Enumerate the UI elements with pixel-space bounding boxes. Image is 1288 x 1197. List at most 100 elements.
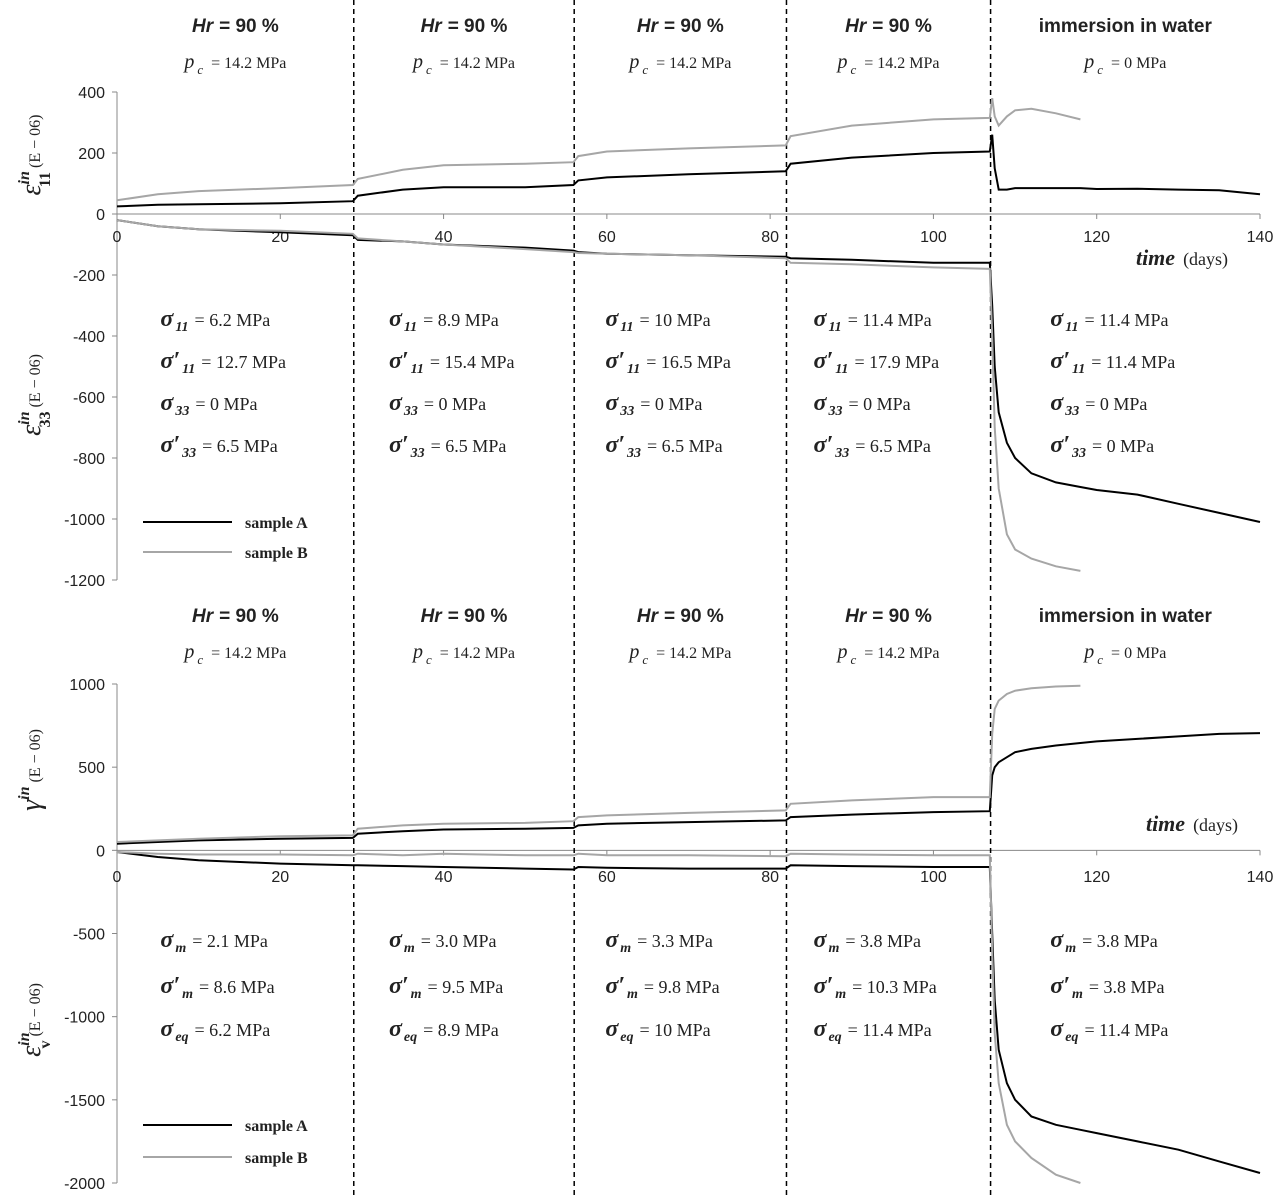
confining-pressure: p c = 14.2 MPa [182,641,286,667]
header-part: immersion in water [1039,16,1213,37]
stress-label: σ m = 3.8 MPa [814,927,921,956]
stage-header: Hr = 90 % [421,606,508,627]
stress-value: = 11.4 MPa [1084,1020,1168,1040]
x-axis-label: time (days) [1146,811,1238,836]
stress-sub: 11 [828,320,841,335]
y-tick-label: -600 [73,390,105,407]
stress-sub: 11 [835,362,848,377]
stress-sub: eq [828,1030,841,1045]
stress-symbol: σ [605,390,619,416]
stress-label: σ′ 33 = 6.5 MPa [160,432,277,461]
stress-value: = 9.5 MPa [428,977,504,997]
pc-sub: c [1097,62,1103,77]
x-label-unit: (days) [1193,815,1238,836]
header-part: Hr [192,606,215,627]
stress-value: = 0 MPa [640,394,702,414]
stress-sub: m [835,987,846,1002]
header-part: Hr [845,606,868,627]
series-line [116,851,1261,1174]
header-part: = 90 % [219,606,279,627]
y-tick-label: -1500 [64,1093,105,1110]
stress-sub: 33 [626,446,641,461]
stress-label: σ′ m = 9.5 MPa [389,973,503,1002]
y-axis-label: εin 11 (E − 06) [16,115,54,196]
pc-sub: c [426,62,432,77]
pc-value: = 0 MPa [1111,645,1166,662]
series-line [116,732,1261,845]
pc-value: = 14.2 MPa [656,55,731,72]
stress-value: = 8.9 MPa [423,1020,499,1040]
pc-sub: c [426,652,432,667]
stress-value: = 3.3 MPa [637,931,713,951]
stress-sub: 33 [1064,404,1079,419]
stress-symbol: σ [1050,306,1064,332]
stress-label: σ′ 33 = 6.5 MPa [605,432,722,461]
stress-value: = 11.4 MPa [848,310,932,330]
pc-symbol: p [627,51,639,73]
stress-symbol: σ [1050,390,1064,416]
stress-symbol: σ [389,927,403,953]
stress-value: = 11.4 MPa [1091,352,1175,372]
stress-label: σ′ 11 = 11.4 MPa [1050,348,1175,377]
x-tick-label: 100 [920,229,947,246]
label-sup: in [16,171,33,184]
stress-label: σ 11 = 10 MPa [605,306,710,335]
stress-sub: 33 [410,446,425,461]
pc-value: = 14.2 MPa [440,55,515,72]
stage-header: Hr = 90 % [192,606,279,627]
stress-symbol: σ [160,1016,174,1042]
stress-value: = 0 MPa [1085,394,1147,414]
stress-symbol: σ [389,390,403,416]
stage-header: Hr = 90 % [845,16,932,37]
label-symbol: γ [16,799,47,811]
stress-label: σ′ m = 8.6 MPa [160,973,274,1002]
pc-sub: c [642,652,648,667]
stress-value: = 17.9 MPa [854,352,939,372]
stress-value: = 0 MPa [848,394,910,414]
x-tick-label: 120 [1083,229,1110,246]
stress-sub: 11 [627,362,640,377]
stress-label: σ′ m = 9.8 MPa [605,973,719,1002]
header-part: Hr [421,606,444,627]
stage-header: immersion in water [1039,606,1213,627]
pc-value: = 14.2 MPa [211,55,286,72]
y-tick-label: -800 [73,451,105,468]
stress-value: = 8.9 MPa [423,310,499,330]
stress-value: = 3.8 MPa [1082,931,1158,951]
stress-sub: m [175,941,186,956]
stress-sub: 33 [834,446,849,461]
y-tick-label: -1000 [64,512,105,529]
legend-label: sample A [245,1118,308,1135]
pc-symbol: p [627,641,639,663]
x-tick-label: 60 [598,229,616,246]
stress-symbol: σ [814,927,828,953]
stress-value: = 10.3 MPa [852,977,937,997]
pc-symbol: p [836,51,848,73]
y-axis-label: γin (E − 06) [16,729,47,811]
stress-label: σ′ m = 3.8 MPa [1050,973,1164,1002]
y-tick-label: -1000 [64,1010,105,1027]
pc-symbol: p [182,51,194,73]
stress-label: σ 11 = 6.2 MPa [160,306,270,335]
confining-pressure: p c = 0 MPa [1082,641,1166,667]
y-tick-label: -400 [73,329,105,346]
legend-label: sample A [245,515,308,532]
series-line [116,851,1081,1184]
header-part: = 90 % [872,16,932,37]
stress-symbol: σ′ [1050,973,1070,999]
series-line [116,134,1261,208]
stress-label: σ′ 11 = 12.7 MPa [160,348,286,377]
stress-value: = 3.8 MPa [1089,977,1165,997]
x-tick-label: 0 [113,229,122,246]
stress-symbol: σ′ [160,973,180,999]
pc-value: = 0 MPa [1111,55,1166,72]
stress-sub: m [404,941,415,956]
y-tick-label: -1200 [64,573,105,590]
confining-pressure: p c = 14.2 MPa [627,641,731,667]
confining-pressure: p c = 14.2 MPa [836,641,940,667]
stress-value: = 6.2 MPa [195,1020,271,1040]
stage-header: immersion in water [1039,16,1213,37]
stress-sub: m [411,987,422,1002]
stress-label: σ′ 33 = 6.5 MPa [814,432,931,461]
stress-sub: 11 [175,320,188,335]
